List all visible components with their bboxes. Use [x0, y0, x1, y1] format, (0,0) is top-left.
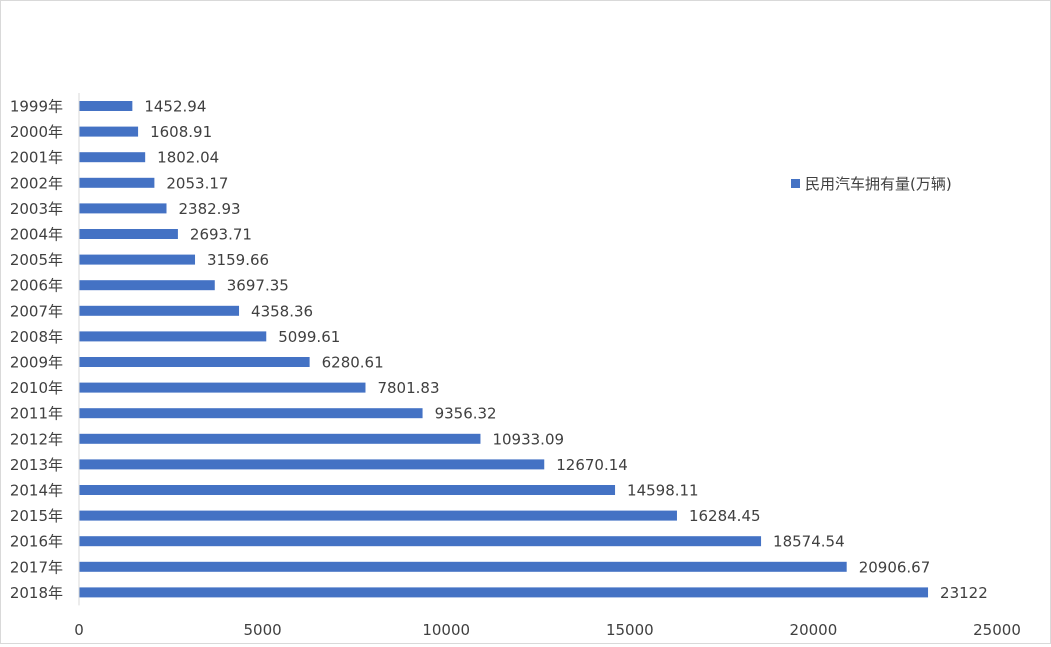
- data-label: 4358.36: [251, 302, 313, 320]
- bar: [79, 152, 146, 163]
- bar: [79, 229, 178, 239]
- category-tick-label: 2018年: [10, 584, 63, 602]
- category-tick-label: 2005年: [10, 251, 63, 269]
- bar: [79, 254, 196, 265]
- category-tick-label: 2008年: [10, 328, 63, 346]
- category-tick-label: 2011年: [10, 405, 63, 423]
- data-labels-group: 1452.94 1608.91 1802.04 2053.17 2382.93 2693.…: [144, 98, 987, 602]
- category-tick-label: 2007年: [10, 302, 63, 320]
- bar: [79, 101, 133, 111]
- bar: [79, 382, 366, 393]
- data-label: 18574.54: [773, 533, 845, 551]
- category-tick-label: 2016年: [10, 533, 63, 551]
- bar: [79, 587, 929, 598]
- bar: [79, 177, 155, 188]
- data-label: 16284.45: [689, 507, 761, 525]
- bar: [79, 459, 545, 470]
- data-label: 23122: [940, 584, 988, 602]
- data-label: 20906.67: [859, 558, 931, 576]
- category-tick-label: 2004年: [10, 226, 63, 244]
- category-tick-label: 2009年: [10, 354, 63, 372]
- data-label: 2693.71: [190, 226, 252, 244]
- data-label: 3159.66: [207, 251, 269, 269]
- value-tick-labels: 0 5000 10000 15000 20000 25000: [74, 621, 1021, 639]
- bar: [79, 203, 167, 214]
- category-tick-label: 2017年: [10, 558, 63, 576]
- category-tick-label: 2015年: [10, 507, 63, 525]
- data-label: 2053.17: [166, 174, 228, 192]
- data-label: 14598.11: [627, 482, 699, 500]
- category-tick-label: 2012年: [10, 430, 63, 448]
- category-tick-label: 1999年: [10, 98, 63, 116]
- bar: [79, 561, 847, 572]
- data-label: 10933.09: [492, 430, 564, 448]
- bar: [79, 280, 215, 291]
- data-label: 3697.35: [227, 277, 289, 295]
- data-label: 9356.32: [435, 405, 497, 423]
- data-label: 12670.14: [556, 456, 628, 474]
- value-tick-label: 5000: [244, 621, 282, 639]
- bar: [79, 408, 423, 419]
- bar: [79, 510, 677, 521]
- bar: [79, 357, 310, 367]
- value-tick-label: 25000: [973, 621, 1021, 639]
- bar: [79, 433, 481, 444]
- bar: [79, 305, 240, 316]
- bar: [79, 536, 762, 547]
- category-tick-label: 2014年: [10, 482, 63, 500]
- category-tick-label: 2003年: [10, 200, 63, 218]
- legend: 民用汽车拥有量(万辆): [791, 175, 952, 193]
- data-label: 5099.61: [278, 328, 340, 346]
- data-label: 1608.91: [150, 123, 212, 141]
- data-label: 2382.93: [179, 200, 241, 218]
- value-tick-label: 10000: [422, 621, 470, 639]
- legend-label: 民用汽车拥有量(万辆): [805, 175, 952, 193]
- bar: [79, 331, 267, 342]
- data-label: 1452.94: [144, 98, 206, 116]
- bar: [79, 485, 616, 495]
- value-tick-label: 20000: [790, 621, 838, 639]
- value-tick-label: 0: [74, 621, 84, 639]
- category-tick-label: 2000年: [10, 123, 63, 141]
- bar: [79, 126, 139, 137]
- data-label: 6280.61: [322, 354, 384, 372]
- category-tick-label: 2013年: [10, 456, 63, 474]
- value-tick-label: 15000: [606, 621, 654, 639]
- legend-swatch: [791, 179, 800, 188]
- category-tick-label: 2002年: [10, 174, 63, 192]
- data-label: 1802.04: [157, 149, 219, 167]
- category-tick-label: 2001年: [10, 149, 63, 167]
- data-label: 7801.83: [377, 379, 439, 397]
- category-tick-label: 2006年: [10, 277, 63, 295]
- category-tick-labels: 1999年 2000年 2001年 2002年 2003年 2004年 2005年 2006年…: [10, 98, 63, 602]
- category-tick-label: 2010年: [10, 379, 63, 397]
- bars-group: [79, 101, 929, 598]
